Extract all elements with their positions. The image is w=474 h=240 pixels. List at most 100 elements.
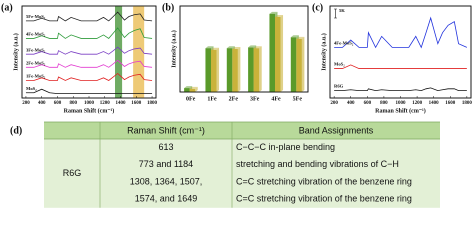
plot-border	[21, 5, 157, 99]
table-cell: C=C stretching vibration of the benzene …	[236, 194, 412, 204]
x-axis-title: Raman Shift (cm⁻¹)	[64, 107, 115, 114]
spectrum-line	[25, 46, 153, 55]
scale-label: 5K	[339, 8, 345, 13]
bar	[290, 37, 297, 92]
spectrum-line	[334, 16, 468, 49]
x-tick-label: 600	[54, 101, 62, 106]
x-tick-label: 1000	[396, 101, 407, 106]
x-tick-label: 1000	[84, 101, 95, 106]
bar-top	[226, 46, 235, 49]
bar-top	[184, 86, 193, 89]
bar	[189, 88, 196, 92]
plot-border	[179, 5, 309, 93]
bar-top	[205, 46, 214, 49]
bar-top	[189, 86, 198, 89]
highlight-band	[133, 6, 145, 98]
x-tick-label: 1600	[445, 101, 456, 106]
x-tick-label: 800	[380, 101, 388, 106]
series-label: 4Fe-MoS₂	[334, 40, 354, 45]
bar-top	[275, 14, 284, 17]
bar	[269, 13, 275, 92]
bar-side	[216, 47, 220, 92]
spectrum-line	[25, 88, 153, 95]
x-tick-label: 1800	[462, 101, 473, 106]
spectrum-line	[25, 59, 153, 68]
x-tick-label: 800	[69, 101, 77, 106]
plot-frame	[179, 5, 309, 93]
series-label: 2Fe-MoS₂	[26, 60, 46, 65]
plot-border	[329, 5, 472, 99]
spectrum-line	[25, 72, 153, 81]
series-label: 4Fe-MoS₂	[26, 31, 46, 36]
table-header: Band Assignments	[299, 125, 374, 135]
x-tick-label: 400	[38, 101, 46, 106]
y-axis-title: Intensity (a.u.)	[12, 33, 19, 71]
bar	[275, 16, 281, 93]
bar-side	[237, 47, 241, 92]
x-tick-label: 200	[330, 101, 338, 106]
spectrum-line	[334, 64, 467, 69]
x-tick-label: 200	[22, 101, 30, 106]
bar-side	[301, 36, 305, 92]
x-tick-label: 1600	[131, 101, 142, 106]
panel-label: (d)	[10, 125, 22, 136]
table-cell: 613	[158, 142, 173, 152]
bar-top	[232, 47, 241, 49]
figure: 5Fe-MoS₂ 4Fe-MoS₂ 3Fe-MoS₂ 2Fe-MoS₂ 1Fe-MoS₂…	[1, 2, 473, 208]
scale-bar	[334, 8, 337, 19]
bar-top	[248, 45, 257, 48]
table-cell: 1574, and 1649	[135, 194, 198, 204]
x-tick-label: 1800	[147, 101, 158, 106]
bar	[184, 88, 190, 92]
panel-label: (c)	[312, 2, 323, 13]
spectrum-line	[25, 27, 153, 39]
bar-top	[290, 35, 299, 38]
bar	[253, 48, 260, 92]
series-label: 3Fe-MoS₂	[26, 47, 46, 52]
series-label: MoS₂	[334, 62, 345, 67]
table-row-label: R6G	[63, 168, 82, 178]
y-axis-title: Intensity (a.u.)	[170, 30, 177, 68]
table-cell: 773 and 1184	[139, 159, 193, 169]
bar	[211, 49, 217, 92]
x-tick-label: 5Fe	[293, 96, 303, 102]
table-header-bg	[44, 122, 440, 139]
highlight-band	[115, 6, 123, 98]
x-tick-label: 1400	[429, 101, 440, 106]
table-cell: 1308, 1364, 1507,	[130, 176, 203, 186]
table-cell: C−C−C in-plane bending	[236, 142, 335, 152]
x-tick-label: 2Fe	[229, 96, 239, 102]
x-tick-label: 1200	[100, 101, 111, 106]
bar	[226, 48, 233, 92]
bar-top	[296, 36, 305, 39]
series-label: MoS₂	[26, 86, 37, 91]
x-tick-label: 1Fe	[207, 96, 217, 102]
table-cell: stretching and bending vibrations of C−H	[236, 159, 399, 169]
y-axis-title: Intensity (a.u.)	[320, 33, 327, 71]
table-cell: C=C stretching vibration of the benzene …	[236, 176, 412, 186]
x-axis-title: Raman Shift (cm⁻¹)	[375, 107, 426, 114]
series-label: 1Fe-MoS₂	[26, 74, 46, 79]
spectrum-line	[334, 87, 467, 92]
bar	[248, 47, 254, 92]
x-tick-label: 0Fe	[186, 96, 196, 102]
bar	[205, 48, 211, 92]
x-tick-label: 3Fe	[250, 96, 260, 102]
bar-side	[259, 46, 262, 92]
bar-top	[211, 47, 220, 50]
x-tick-label: 600	[364, 101, 372, 106]
x-tick-label: 400	[347, 101, 355, 106]
table-body-bg	[44, 139, 440, 208]
series-label: R6G	[334, 84, 344, 89]
bar	[296, 38, 302, 92]
panel-label: (a)	[1, 2, 13, 13]
bar-side	[280, 14, 284, 92]
series-label: 5Fe-MoS₂	[26, 14, 46, 19]
x-tick-label: 1200	[412, 101, 423, 106]
panel-label: (b)	[162, 2, 174, 13]
bar-side	[195, 86, 198, 92]
bar	[232, 49, 238, 92]
table-header: Raman Shift (cm⁻¹)	[127, 125, 205, 135]
plot-frame	[329, 5, 472, 99]
bar-top	[269, 11, 278, 14]
